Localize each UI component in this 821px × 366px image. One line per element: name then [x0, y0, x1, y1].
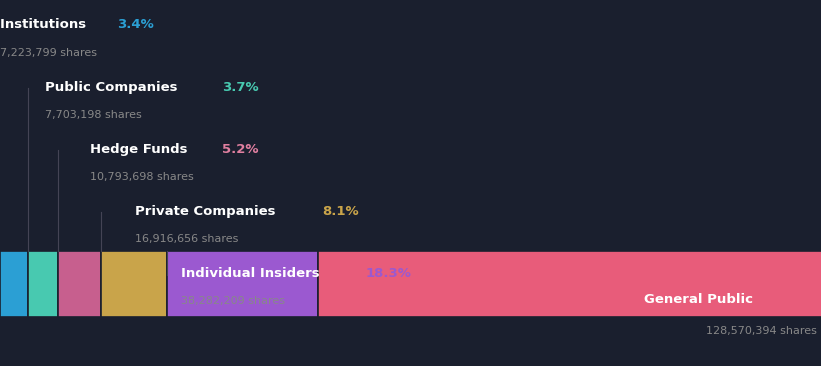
Text: 16,916,656 shares: 16,916,656 shares [135, 234, 239, 244]
Bar [101, 251, 167, 317]
Bar [167, 251, 318, 317]
Bar [0, 251, 28, 317]
Text: 7,223,799 shares: 7,223,799 shares [0, 48, 97, 57]
Bar [28, 251, 58, 317]
Text: Individual Insiders: Individual Insiders [181, 267, 323, 280]
Text: 38,282,209 shares: 38,282,209 shares [181, 296, 285, 306]
Bar [58, 251, 101, 317]
Text: Private Companies: Private Companies [135, 205, 281, 218]
Text: Hedge Funds: Hedge Funds [90, 143, 192, 156]
Text: 3.4%: 3.4% [117, 18, 154, 31]
Text: General Public: General Public [644, 293, 758, 306]
Text: Institutions: Institutions [0, 18, 91, 31]
Text: 128,570,394 shares: 128,570,394 shares [706, 326, 817, 336]
Text: 61.4%: 61.4% [771, 293, 817, 306]
Text: 8.1%: 8.1% [323, 205, 360, 218]
Text: 18.3%: 18.3% [365, 267, 411, 280]
Text: 7,703,198 shares: 7,703,198 shares [45, 110, 142, 120]
Text: 5.2%: 5.2% [222, 143, 259, 156]
Text: 3.7%: 3.7% [222, 81, 259, 94]
Text: 10,793,698 shares: 10,793,698 shares [90, 172, 194, 182]
Bar [318, 251, 821, 317]
Text: Public Companies: Public Companies [45, 81, 182, 94]
